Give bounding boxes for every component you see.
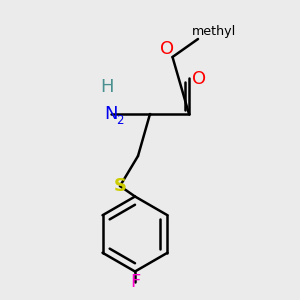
Text: N: N: [104, 105, 118, 123]
Text: H: H: [100, 78, 113, 96]
Text: methyl: methyl: [192, 25, 237, 38]
Text: 2: 2: [116, 114, 123, 127]
Text: O: O: [160, 40, 174, 58]
Text: O: O: [191, 70, 206, 88]
Text: F: F: [130, 273, 140, 291]
Text: S: S: [113, 177, 127, 195]
